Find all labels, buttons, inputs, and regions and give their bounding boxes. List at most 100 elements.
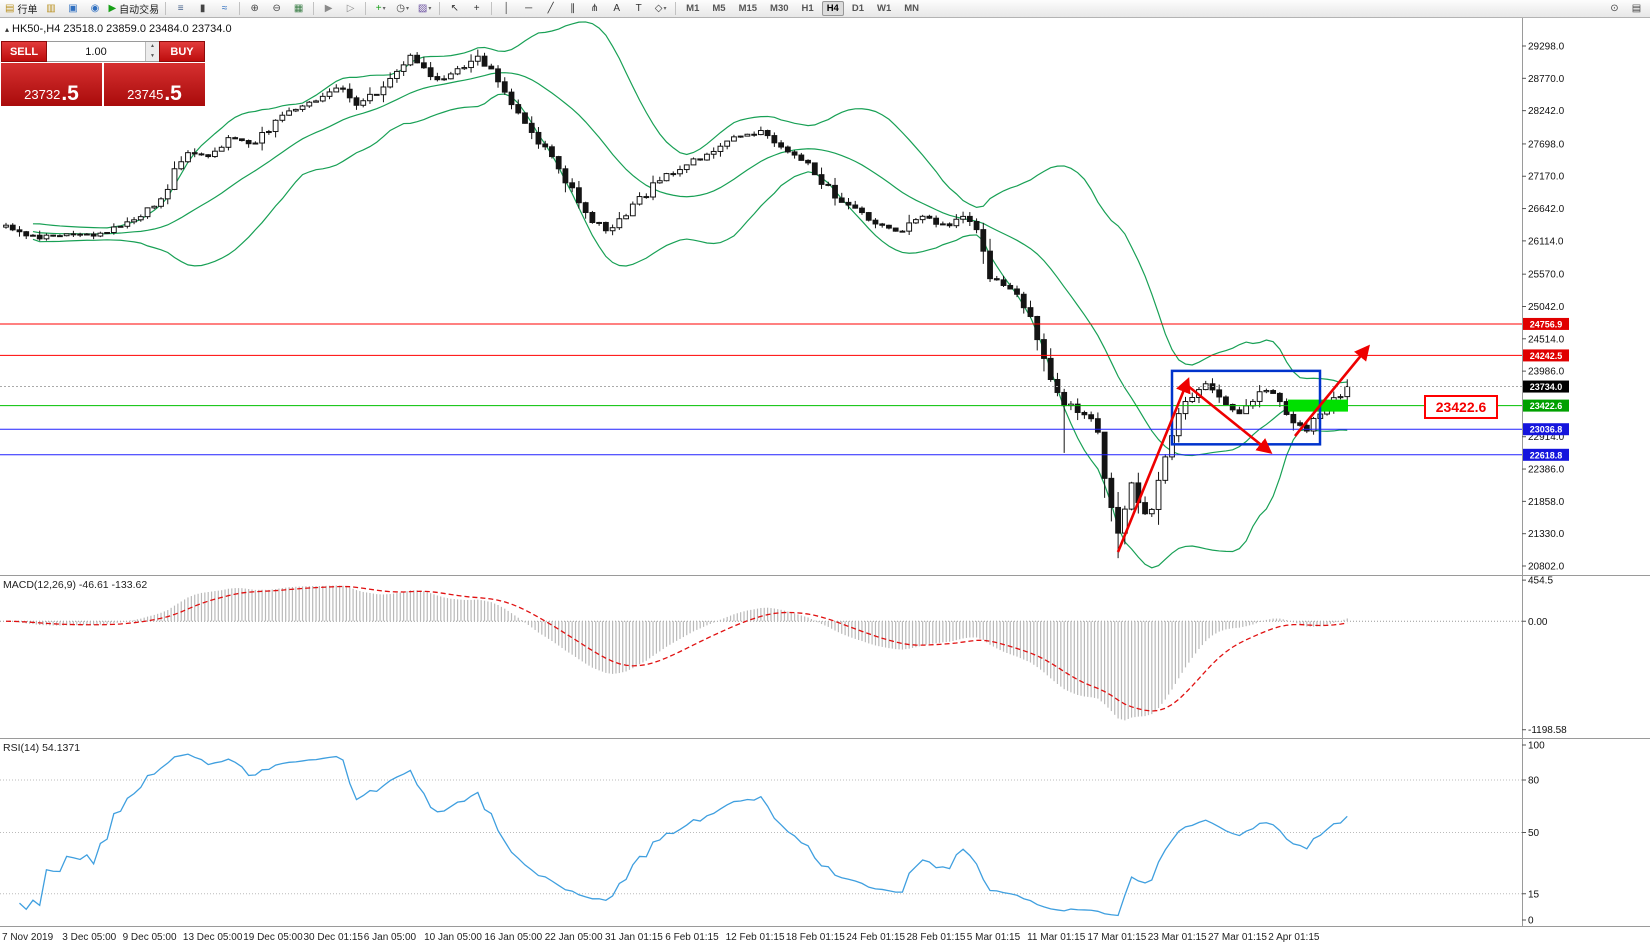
svg-text:28242.0: 28242.0 — [1528, 106, 1565, 117]
buy-price-panel[interactable]: 23745.5 — [104, 63, 205, 106]
crosshair-icon[interactable]: + — [466, 1, 487, 16]
auto-scroll-icon[interactable]: ▶ — [318, 1, 339, 16]
svg-text:24 Feb 01:15: 24 Feb 01:15 — [846, 932, 905, 943]
timeframe-button-h1[interactable]: H1 — [801, 3, 814, 14]
timeframe-button-m15[interactable]: M15 — [738, 3, 758, 14]
search-icon[interactable]: ⊙ — [1604, 1, 1625, 16]
svg-text:22618.8: 22618.8 — [1530, 450, 1563, 460]
bar-chart-icon[interactable]: ≡ — [170, 1, 191, 16]
trend-arrow-1[interactable] — [1116, 377, 1191, 553]
auto-trading-button[interactable]: ▶ 自动交易 — [106, 1, 161, 16]
trend-arrow-3[interactable] — [1293, 344, 1370, 437]
zoom-out-icon: ⊖ — [272, 2, 281, 14]
timeframe-button-mn[interactable]: MN — [904, 3, 920, 14]
channel-icon: ∥ — [570, 2, 576, 14]
svg-text:21330.0: 21330.0 — [1528, 529, 1565, 540]
rsi-line — [19, 753, 1348, 917]
price-callout[interactable]: 23422.6 — [1424, 395, 1498, 419]
templates-icon[interactable]: ▨ ▾ — [414, 1, 435, 16]
green-highlight-marker[interactable] — [1288, 399, 1348, 412]
vertical-line-icon[interactable]: │ — [496, 1, 517, 16]
chart-shift-icon[interactable]: ▷ — [340, 1, 361, 16]
new-order-icon[interactable]: ▤ 行单 — [3, 1, 39, 16]
svg-text:13 Dec 05:00: 13 Dec 05:00 — [183, 932, 243, 943]
zoom-in-icon[interactable]: ⊕ — [244, 1, 265, 16]
octt-toggle-icon[interactable]: ▴ — [5, 25, 10, 34]
toolbar-separator — [365, 2, 367, 15]
trendline-icon[interactable]: ╱ — [540, 1, 561, 16]
horizontal-levels[interactable] — [0, 323, 1522, 456]
timeframe-button-d1[interactable]: D1 — [851, 3, 864, 14]
blue-consolidation-box[interactable] — [1170, 369, 1322, 446]
line-chart-icon: ≈ — [221, 2, 228, 14]
volume-input[interactable] — [47, 42, 145, 61]
bar-chart-icon: ≡ — [177, 2, 184, 14]
community-icon[interactable]: ▣ — [62, 1, 83, 16]
svg-text:21858.0: 21858.0 — [1528, 497, 1565, 508]
svg-text:3 Dec 05:00: 3 Dec 05:00 — [62, 932, 116, 943]
svg-text:28770.0: 28770.0 — [1528, 74, 1565, 85]
fibonacci-icon[interactable]: ⋔ — [584, 1, 605, 16]
svg-text:24514.0: 24514.0 — [1528, 334, 1565, 345]
shapes-icon[interactable]: ◇ ▾ — [650, 1, 671, 16]
trend-arrow-2[interactable] — [1187, 384, 1273, 454]
svg-text:25042.0: 25042.0 — [1528, 302, 1565, 313]
one-click-trading-widget: SELL ▲ ▼ BUY 23732.5 23745.5 — [1, 41, 205, 106]
shapes-icon: ◇ — [654, 2, 663, 14]
timeframe-button-h4[interactable]: H4 — [821, 1, 844, 16]
zoom-out-icon[interactable]: ⊖ — [266, 1, 287, 16]
sell-price-pips: .5 — [61, 82, 79, 105]
trend-arrows[interactable] — [1116, 344, 1370, 553]
sell-price-main: 23732 — [24, 87, 61, 102]
line-chart-icon[interactable]: ≈ — [214, 1, 235, 16]
market-help-icon[interactable]: ◉ — [84, 1, 105, 16]
candlestick-chart-icon[interactable]: ▮ — [192, 1, 213, 16]
community-icon: ▣ — [68, 2, 78, 14]
cursor-icon: ↖ — [450, 2, 459, 14]
svg-text:25570.0: 25570.0 — [1528, 270, 1565, 281]
candlestick-chart-icon: ▮ — [199, 2, 206, 14]
svg-text:30 Dec 01:15: 30 Dec 01:15 — [304, 932, 364, 943]
timeframe-button-w1[interactable]: W1 — [877, 3, 892, 14]
svg-text:22386.0: 22386.0 — [1528, 465, 1565, 476]
svg-text:-1198.58: -1198.58 — [1528, 725, 1567, 736]
volume-decrease-button[interactable]: ▼ — [146, 51, 159, 61]
cursor-icon[interactable]: ↖ — [444, 1, 465, 16]
new-order-icon: ▤ — [5, 2, 15, 14]
svg-text:16 Jan 05:00: 16 Jan 05:00 — [484, 932, 542, 943]
rsi-panel: 100 80 50 15 0 RSI(14) 54.1371 — [0, 741, 1545, 927]
svg-text:31 Jan 01:15: 31 Jan 01:15 — [605, 932, 663, 943]
horizontal-line-icon[interactable]: ─ — [518, 1, 539, 16]
tile-windows-icon[interactable]: ▦ — [288, 1, 309, 16]
svg-text:20802.0: 20802.0 — [1528, 562, 1565, 573]
chart-window-icon[interactable]: ▥ — [40, 1, 61, 16]
text-tool-icon[interactable]: A — [606, 1, 627, 16]
auto-trading-button-label: 自动交易 — [119, 5, 160, 16]
svg-text:22914.0: 22914.0 — [1528, 432, 1565, 443]
sell-button[interactable]: SELL — [1, 41, 47, 62]
label-tool-icon[interactable]: T — [628, 1, 649, 16]
main-chart-area — [3, 21, 1351, 569]
timeframe-button-m1[interactable]: M1 — [686, 3, 700, 14]
timeframe-button-m5[interactable]: M5 — [712, 3, 726, 14]
toolbar-separator — [165, 2, 167, 15]
buy-button[interactable]: BUY — [159, 41, 205, 62]
indicators-icon[interactable]: + ▾ — [370, 1, 391, 16]
svg-text:80: 80 — [1528, 776, 1540, 787]
toolbar-separator — [675, 2, 677, 15]
volume-increase-button[interactable]: ▲ — [146, 42, 159, 52]
market-help-icon: ◉ — [90, 2, 100, 14]
periods-icon[interactable]: ◷ ▾ — [392, 1, 413, 16]
crosshair-icon: + — [473, 2, 480, 14]
text-tool-icon: A — [613, 2, 620, 14]
periods-icon: ◷ — [396, 2, 406, 14]
sell-price-panel[interactable]: 23732.5 — [1, 63, 102, 106]
channel-icon[interactable]: ∥ — [562, 1, 583, 16]
price-chip-23734.0 — [1523, 380, 1569, 393]
timeframe-button-m30[interactable]: M30 — [770, 3, 789, 14]
data-window-icon[interactable]: ▤ — [1626, 1, 1647, 16]
svg-text:24242.5: 24242.5 — [1530, 351, 1563, 361]
svg-text:10 Jan 05:00: 10 Jan 05:00 — [424, 932, 482, 943]
